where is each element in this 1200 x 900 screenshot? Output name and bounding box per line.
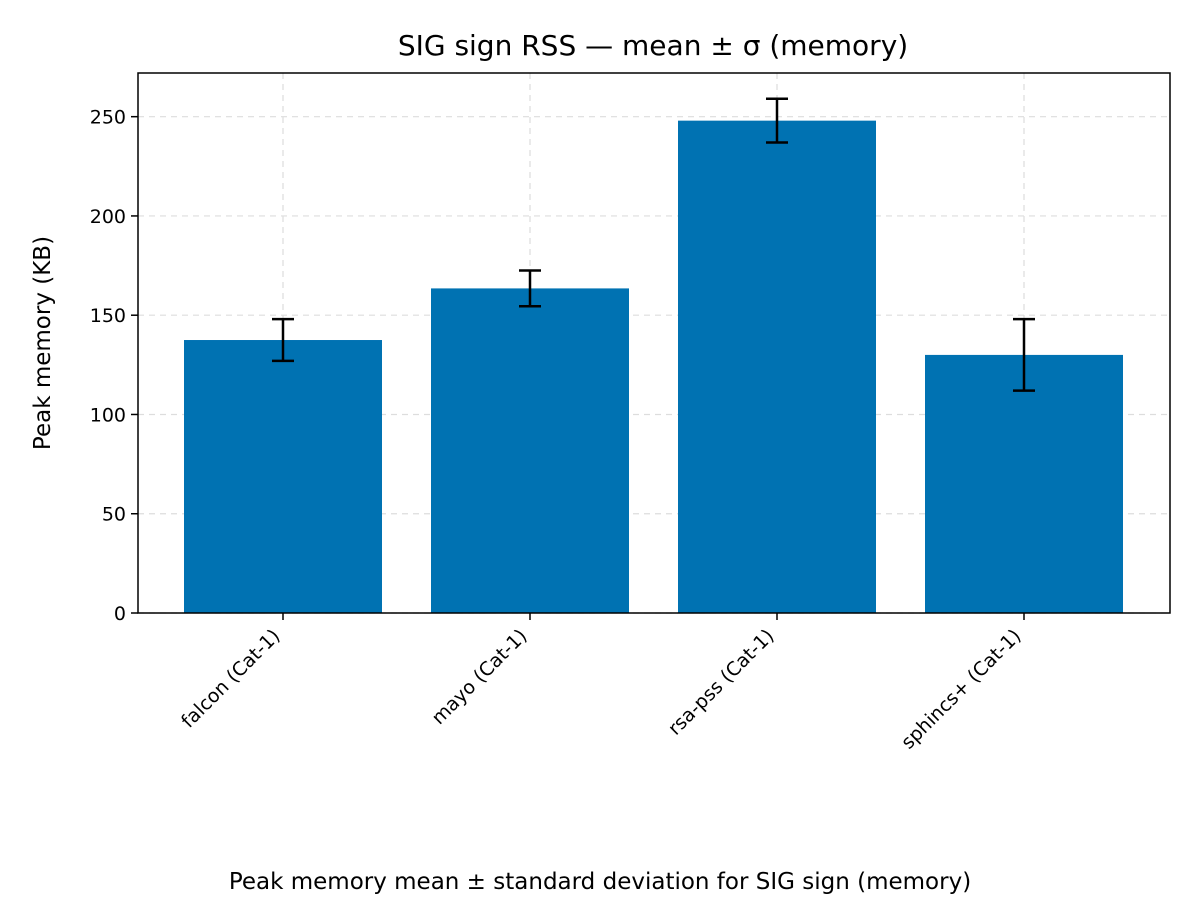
bars — [184, 120, 1123, 613]
y-axis-ticks: 0 50 100 150 200 250 — [90, 107, 138, 625]
x-tick-label: falcon (Cat-1) — [177, 625, 284, 732]
y-tick-label: 50 — [102, 504, 126, 526]
x-axis-ticks: falcon (Cat-1) mayo (Cat-1) rsa-pss (Cat-1… — [177, 613, 1026, 754]
error-bars — [272, 97, 1035, 392]
y-tick-label: 100 — [90, 404, 126, 426]
plot-frame — [137, 72, 1171, 614]
x-tick-label: sphincs+ (Cat-1) — [897, 625, 1026, 754]
y-tick-label: 0 — [114, 603, 126, 625]
chart-caption: Peak memory mean ± standard deviation fo… — [229, 869, 971, 895]
y-tick-label: 200 — [90, 206, 126, 228]
bar — [678, 120, 876, 613]
bar — [431, 288, 629, 613]
chart-title: SIG sign RSS — mean ± σ (memory) — [398, 29, 908, 62]
bar — [925, 354, 1123, 613]
y-tick-label: 150 — [90, 305, 126, 327]
y-tick-label: 250 — [90, 107, 126, 129]
bar — [184, 340, 382, 613]
y-axis-label: Peak memory (KB) — [30, 236, 56, 450]
x-tick-label: mayo (Cat-1) — [427, 625, 531, 729]
x-tick-label: rsa-pss (Cat-1) — [664, 625, 779, 740]
